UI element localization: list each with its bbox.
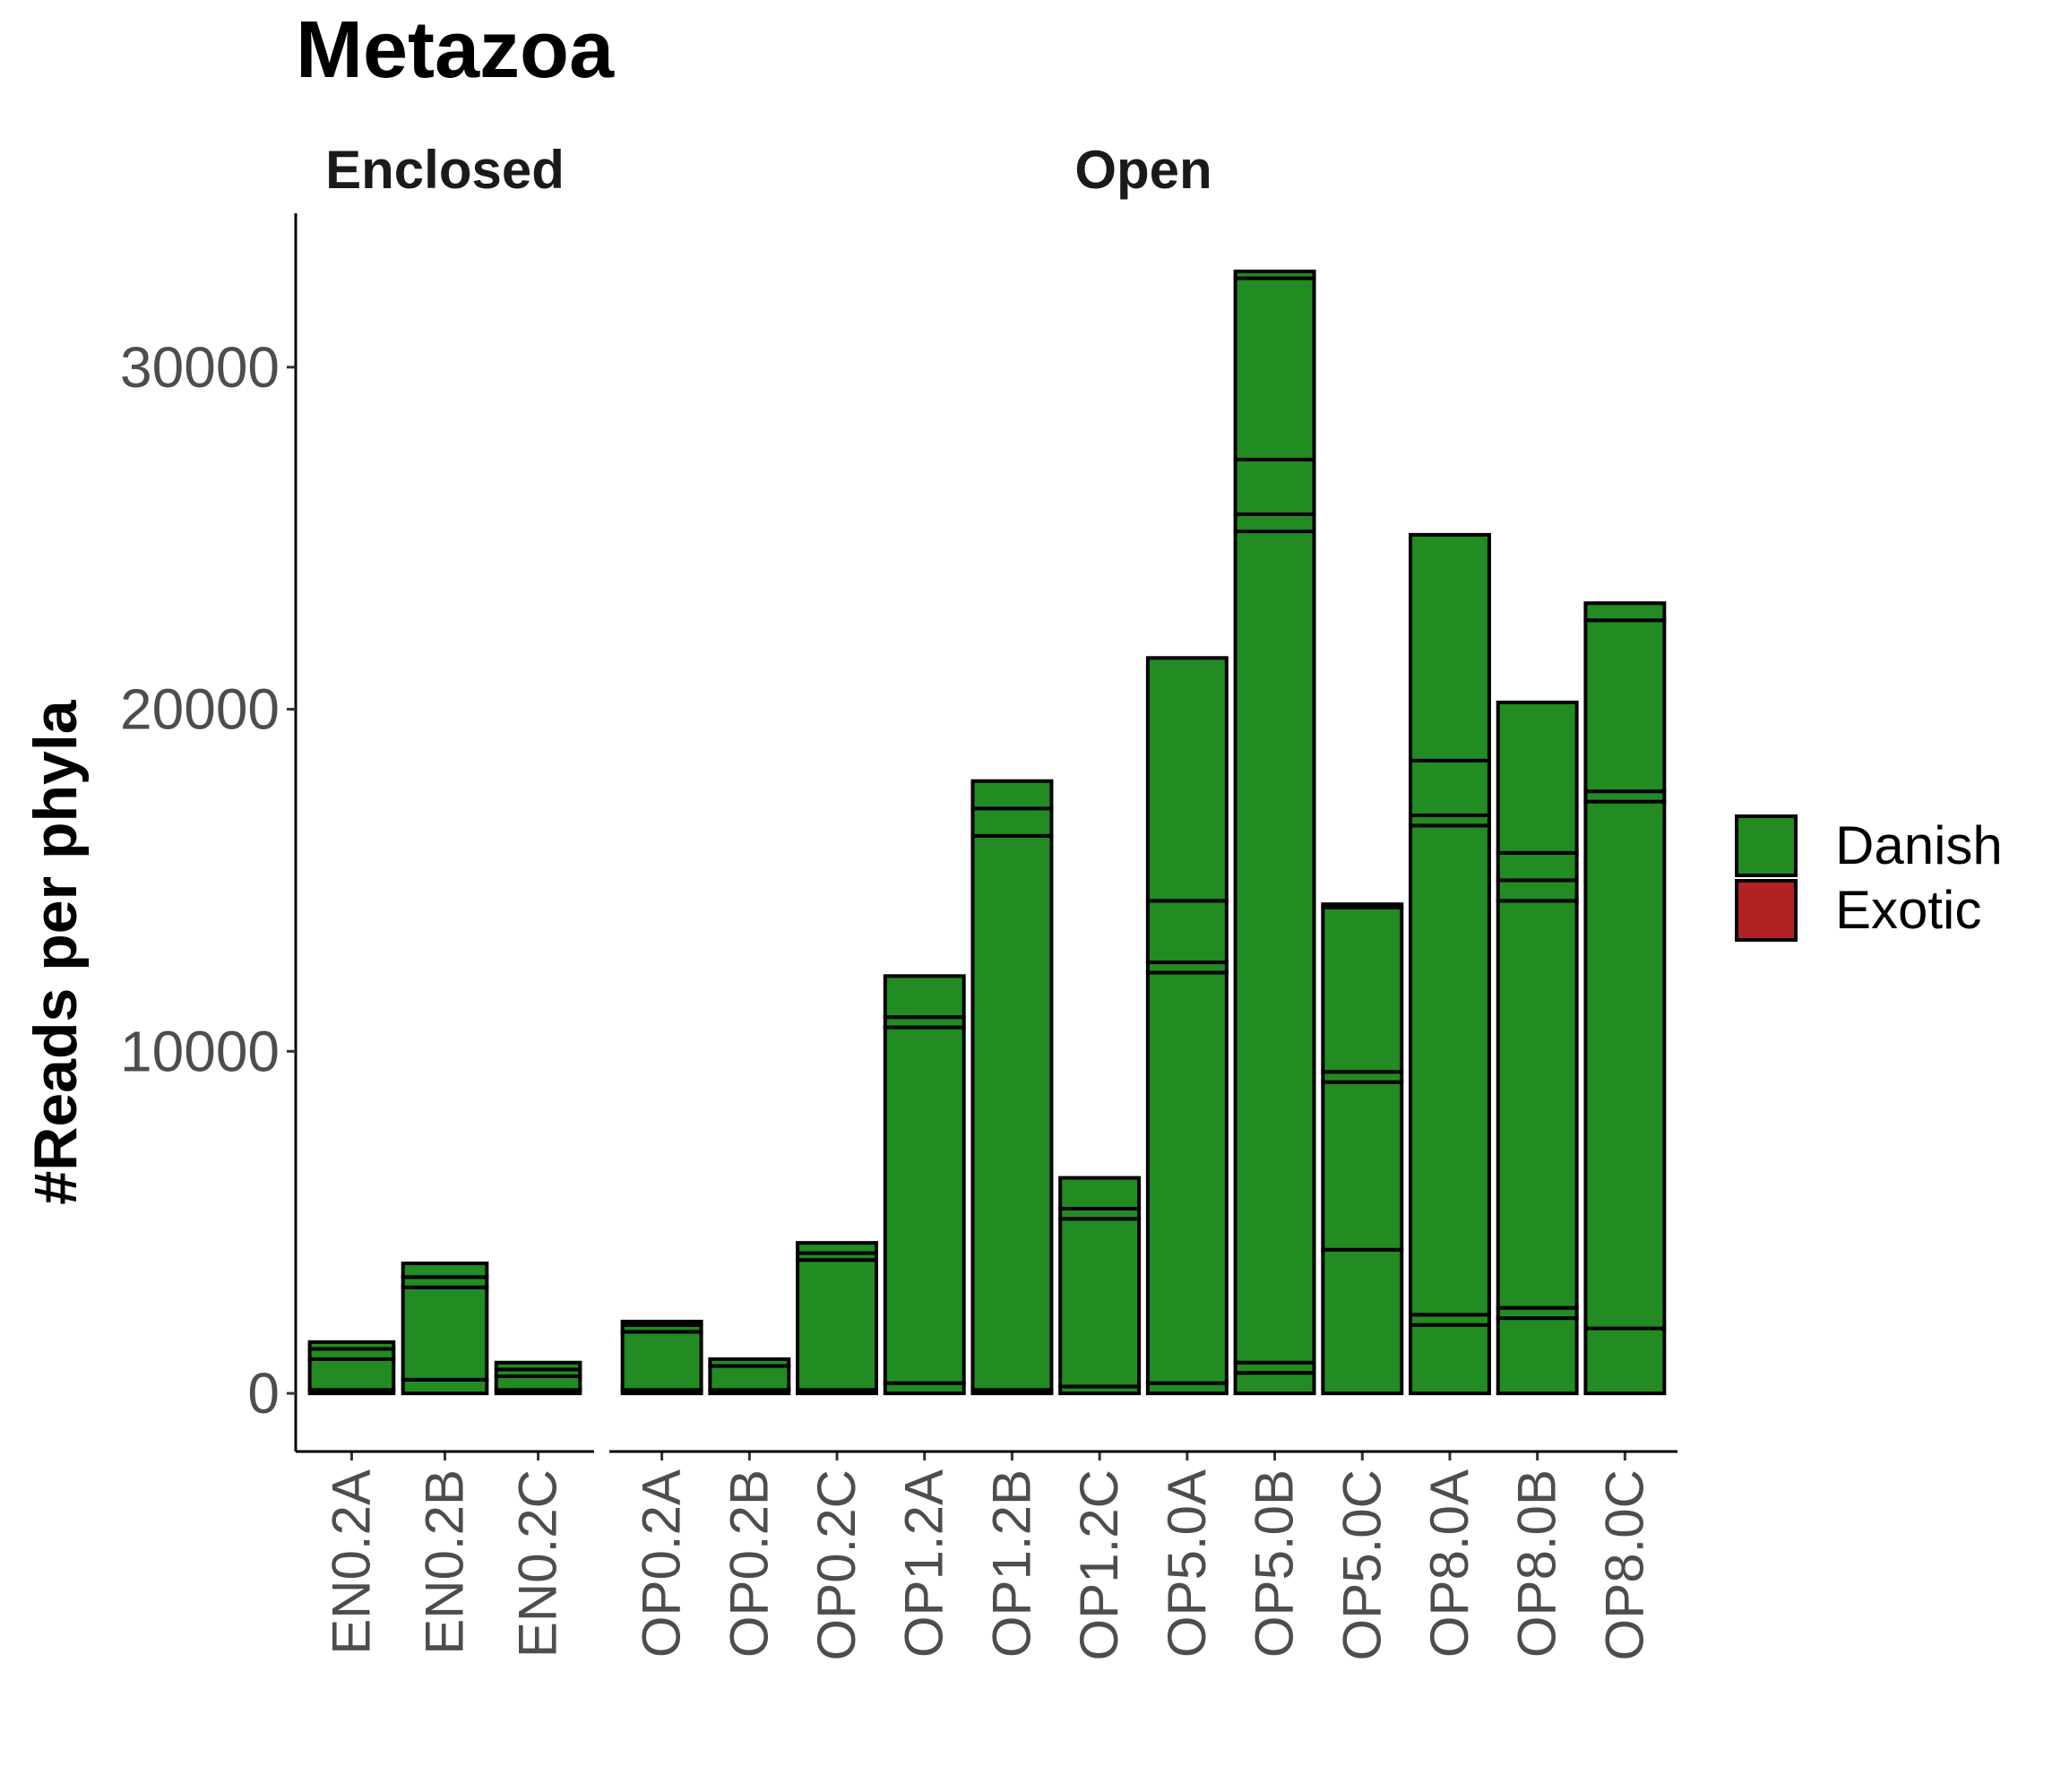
x-tick-label-en0-2b: EN0.2B <box>415 1469 475 1655</box>
bar-segment-op8-0b-4 <box>1496 850 1579 883</box>
bar-segment-en0-2c-1 <box>494 1374 582 1392</box>
bar-segment-en0-2a-3 <box>307 1340 396 1351</box>
y-tick-label-30000: 30000 <box>120 335 280 400</box>
bar-segment-en0-2b-0 <box>401 1377 489 1396</box>
bar-segment-op0-2a-1 <box>620 1330 703 1392</box>
bar-segment-op1-2b-1 <box>970 833 1054 1392</box>
bar-segment-op8-0c-1 <box>1583 799 1667 1331</box>
bar-segment-op1-2a-3 <box>883 974 966 1020</box>
bar-segment-en0-2a-1 <box>307 1357 396 1392</box>
bar-segment-op8-0c-4 <box>1583 601 1667 623</box>
legend: Danish Exotic <box>1735 814 2003 942</box>
bar-segment-en0-2c-3 <box>494 1360 582 1372</box>
y-axis-label: #Reads per phyla <box>22 699 90 1204</box>
bar-segment-op5-0b-0 <box>1233 1371 1316 1396</box>
bar-segment-op0-2a-3 <box>620 1319 703 1327</box>
y-tick-label-10000: 10000 <box>120 1019 280 1083</box>
x-tick-label-op1-2c: OP1.2C <box>1069 1469 1129 1660</box>
bar-segment-op8-0a-5 <box>1409 532 1491 762</box>
bar-segment-op5-0b-2 <box>1233 530 1316 1365</box>
bar-segment-op5-0c-4 <box>1321 902 1404 909</box>
x-tick-label-op5-0b: OP5.0B <box>1245 1469 1305 1658</box>
bar-segment-op5-0a-1 <box>1145 970 1229 1385</box>
bar-segment-op0-2c-1 <box>796 1258 878 1392</box>
bar-segment-op5-0b-3 <box>1233 512 1316 534</box>
x-tick-label-en0-2a: EN0.2A <box>321 1469 381 1655</box>
bar-segment-op5-0b-4 <box>1233 457 1316 516</box>
legend-label-exotic: Exotic <box>1835 880 1981 940</box>
axes-layer: EN0.2A EN0.2B EN0.2C OP0.2A OP0.2B OP0.2C OP1.… <box>120 213 1677 1660</box>
facet-label-enclosed: Enclosed <box>325 140 565 200</box>
x-tick-label-op1-2a: OP1.2A <box>894 1469 954 1658</box>
facet-label-open: Open <box>1074 140 1212 200</box>
x-tick-label-en0-2c: EN0.2C <box>508 1469 568 1658</box>
x-tick-label-op8-0b: OP8.0B <box>1507 1469 1567 1658</box>
x-tick-label-op8-0c: OP8.0C <box>1594 1469 1654 1660</box>
bar-segment-op0-2c-3 <box>796 1241 878 1255</box>
x-tick-label-op1-2b: OP1.2B <box>981 1469 1041 1658</box>
bar-segment-op5-0b-6 <box>1233 269 1316 280</box>
y-tick-label-20000: 20000 <box>120 677 280 742</box>
bar-segment-op8-0b-0 <box>1496 1316 1579 1396</box>
bar-segment-op5-0a-3 <box>1145 899 1229 965</box>
bar-segment-en0-2b-1 <box>401 1285 489 1382</box>
bar-segment-op5-0b-5 <box>1233 276 1316 461</box>
bar-segment-op1-2b-2 <box>970 806 1054 838</box>
x-tick-label-op0-2a: OP0.2A <box>632 1469 692 1658</box>
bar-segment-op1-2c-1 <box>1058 1217 1142 1389</box>
bar-segment-op8-0a-0 <box>1409 1322 1491 1396</box>
x-tick-label-op0-2c: OP0.2C <box>806 1469 867 1660</box>
bar-segment-op5-0c-0 <box>1321 1247 1404 1396</box>
bar-segment-op0-2b-2 <box>708 1357 791 1368</box>
bar-segment-op5-0c-3 <box>1321 905 1404 1074</box>
bar-segment-op8-0a-4 <box>1409 758 1491 817</box>
legend-label-danish: Danish <box>1835 815 2003 875</box>
bar-segment-op1-2c-3 <box>1058 1176 1142 1210</box>
y-tick-label-0: 0 <box>247 1361 280 1426</box>
bar-segment-op0-2b-1 <box>708 1364 791 1392</box>
legend-key-exotic <box>1735 879 1798 942</box>
bar-segment-op8-0a-2 <box>1409 823 1491 1317</box>
x-tick-label-op5-0a: OP5.0A <box>1157 1469 1217 1658</box>
chart-title: Metazoa <box>296 5 615 95</box>
x-tick-label-op8-0a: OP8.0A <box>1419 1469 1479 1658</box>
bar-segment-op1-2a-1 <box>883 1025 966 1385</box>
bar-segment-op8-0b-2 <box>1496 899 1579 1310</box>
x-tick-label-op5-0c: OP5.0C <box>1332 1469 1392 1660</box>
legend-key-danish <box>1735 814 1798 877</box>
bar-segment-op8-0b-5 <box>1496 700 1579 855</box>
bar-segment-op5-0c-1 <box>1321 1080 1404 1252</box>
bar-segment-op8-0c-0 <box>1583 1326 1667 1396</box>
bar-segment-op8-0b-3 <box>1496 878 1579 903</box>
bar-segment-op1-2b-3 <box>970 779 1054 811</box>
bars-layer <box>307 269 1667 1396</box>
x-tick-label-op0-2b: OP0.2B <box>719 1469 779 1658</box>
bar-segment-op8-0c-3 <box>1583 618 1667 794</box>
bar-segment-op5-0a-4 <box>1145 656 1229 903</box>
bar-segment-en0-2b-3 <box>401 1262 489 1279</box>
